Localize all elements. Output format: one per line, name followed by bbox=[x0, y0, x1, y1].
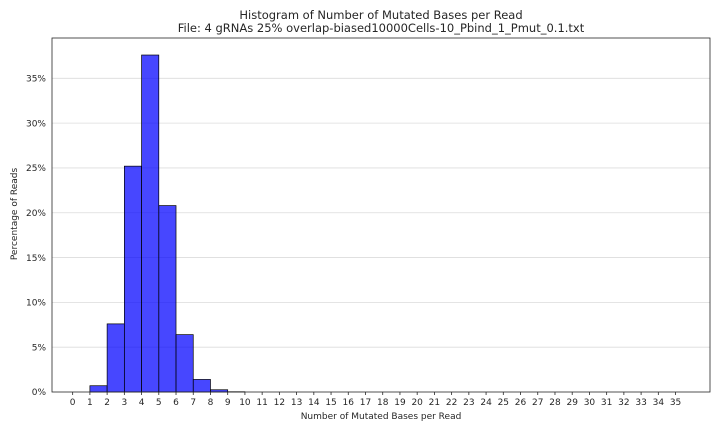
x-tick-label: 4 bbox=[139, 398, 145, 408]
x-tick-label: 2 bbox=[104, 398, 110, 408]
y-tick-label: 20% bbox=[26, 209, 46, 219]
x-tick-label: 26 bbox=[515, 398, 527, 408]
x-tick-label: 30 bbox=[584, 398, 596, 408]
y-tick-label: 0% bbox=[32, 388, 47, 398]
y-tick-label: 35% bbox=[26, 75, 46, 85]
x-tick-label: 24 bbox=[480, 398, 492, 408]
y-axis-label: Percentage of Reads bbox=[10, 168, 20, 261]
histogram-bar bbox=[124, 166, 141, 392]
x-tick-label: 7 bbox=[190, 398, 196, 408]
x-tick-label: 31 bbox=[601, 398, 612, 408]
x-tick-label: 9 bbox=[225, 398, 231, 408]
x-tick-label: 18 bbox=[377, 398, 389, 408]
x-tick-label: 0 bbox=[70, 398, 76, 408]
x-tick-label: 33 bbox=[635, 398, 646, 408]
x-tick-label: 32 bbox=[618, 398, 629, 408]
x-tick-label: 5 bbox=[156, 398, 162, 408]
y-tick-label: 25% bbox=[26, 164, 46, 174]
histogram-bar bbox=[90, 386, 107, 392]
x-tick-label: 22 bbox=[446, 398, 457, 408]
x-tick-label: 21 bbox=[429, 398, 440, 408]
y-tick-label: 5% bbox=[32, 343, 47, 353]
x-tick-label: 20 bbox=[411, 398, 423, 408]
x-tick-label: 27 bbox=[532, 398, 543, 408]
x-tick-label: 8 bbox=[208, 398, 214, 408]
x-tick-label: 17 bbox=[360, 398, 371, 408]
x-tick-label: 28 bbox=[549, 398, 561, 408]
histogram-bar bbox=[176, 335, 193, 392]
y-tick-label: 10% bbox=[26, 299, 46, 309]
x-tick-label: 1 bbox=[87, 398, 93, 408]
x-axis-label: Number of Mutated Bases per Read bbox=[301, 412, 462, 422]
x-tick-label: 12 bbox=[274, 398, 285, 408]
histogram-bar bbox=[142, 55, 159, 392]
chart-subtitle: File: 4 gRNAs 25% overlap-biased10000Cel… bbox=[178, 21, 585, 35]
x-tick-label: 3 bbox=[121, 398, 127, 408]
x-tick-label: 25 bbox=[498, 398, 509, 408]
x-tick-label: 6 bbox=[173, 398, 179, 408]
x-tick-label: 11 bbox=[256, 398, 267, 408]
histogram-bar bbox=[159, 206, 176, 392]
x-tick-label: 16 bbox=[343, 398, 355, 408]
chart-title: Histogram of Number of Mutated Bases per… bbox=[239, 8, 522, 22]
histogram-bar bbox=[193, 379, 210, 392]
x-tick-label: 29 bbox=[566, 398, 578, 408]
x-tick-label: 15 bbox=[325, 398, 336, 408]
x-tick-label: 19 bbox=[394, 398, 406, 408]
x-tick-label: 14 bbox=[308, 398, 320, 408]
x-tick-label: 10 bbox=[239, 398, 251, 408]
x-tick-label: 13 bbox=[291, 398, 302, 408]
y-tick-label: 15% bbox=[26, 254, 46, 264]
x-tick-label: 35 bbox=[670, 398, 681, 408]
bars bbox=[90, 55, 245, 392]
x-tick-label: 34 bbox=[653, 398, 665, 408]
x-tick-label: 23 bbox=[463, 398, 474, 408]
histogram-bar bbox=[107, 324, 124, 392]
y-tick-label: 30% bbox=[26, 119, 46, 129]
